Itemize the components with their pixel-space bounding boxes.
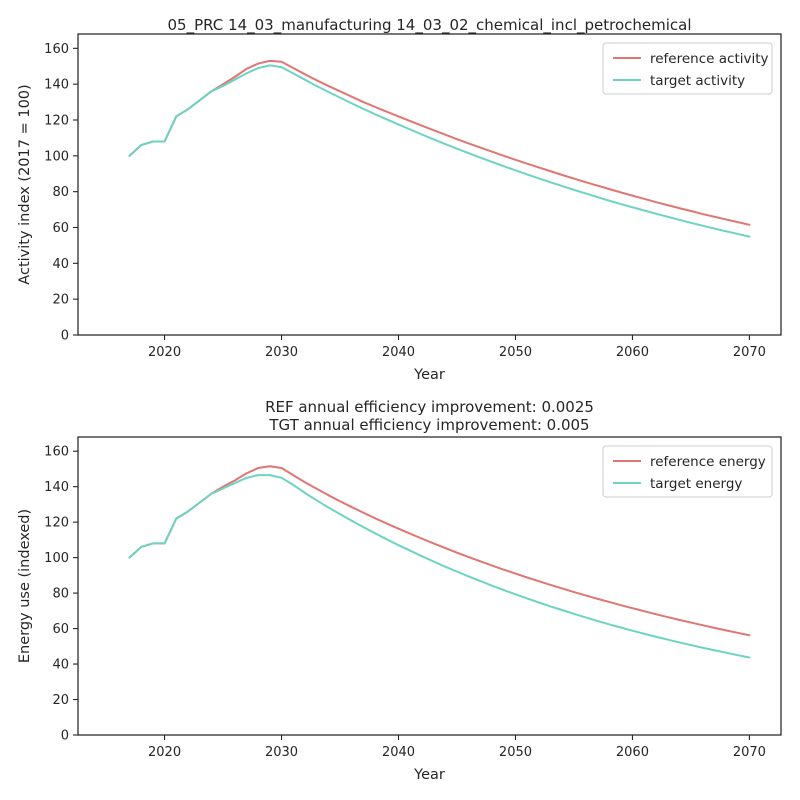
bottom-chart: REF annual efficiency improvement: 0.002… — [17, 398, 782, 783]
top-y-tick-label: 40 — [52, 257, 69, 272]
top-legend-box — [602, 42, 773, 95]
top-series-reference-activity — [128, 59, 751, 226]
bottom-y-tick-label: 140 — [44, 480, 69, 495]
bottom-y-tick-label: 0 — [61, 729, 69, 744]
top-y-axis-label: Activity index (2017 = 100) — [17, 84, 33, 284]
bottom-y-tick-label: 40 — [52, 658, 69, 673]
top-chart: 05_PRC 14_03_manufacturing 14_03_02_chem… — [17, 16, 782, 383]
bottom-x-axis-label: Year — [413, 767, 445, 783]
bottom-y-tick-label: 120 — [44, 516, 69, 531]
bottom-x-tick-label: 2020 — [148, 745, 181, 760]
bottom-series-target-energy — [128, 474, 751, 659]
top-y-tick-label: 80 — [52, 185, 69, 200]
top-chart-title: 05_PRC 14_03_manufacturing 14_03_02_chem… — [167, 16, 691, 35]
top-series-target-activity — [128, 64, 751, 238]
top-x-tick-label: 2040 — [382, 345, 415, 360]
top-y-tick-label: 0 — [61, 329, 69, 344]
bottom-x-tick-label: 2070 — [733, 745, 766, 760]
top-x-axis-label: Year — [413, 367, 445, 383]
bottom-chart-title: TGT annual efficiency improvement: 0.005 — [268, 416, 589, 434]
bottom-x-tick-label: 2050 — [499, 745, 532, 760]
bottom-x-tick-label: 2040 — [382, 745, 415, 760]
bottom-y-tick-label: 80 — [52, 587, 69, 602]
top-legend-label: reference activity — [650, 51, 769, 67]
bottom-y-tick-label: 100 — [44, 551, 69, 566]
top-x-tick-label: 2050 — [499, 345, 532, 360]
bottom-y-tick-label: 160 — [44, 445, 69, 460]
top-y-tick-label: 60 — [52, 221, 69, 236]
top-y-tick-label: 140 — [44, 78, 69, 93]
bottom-x-tick-label: 2060 — [616, 745, 649, 760]
top-y-tick-label: 120 — [44, 114, 69, 129]
bottom-x-tick-label: 2030 — [265, 745, 298, 760]
top-plot-frame — [77, 33, 782, 336]
top-y-tick-label: 100 — [44, 149, 69, 164]
bottom-plot-frame — [77, 436, 782, 736]
top-y-tick-label: 20 — [52, 293, 69, 308]
bottom-legend-box — [602, 445, 773, 498]
bottom-y-tick-label: 20 — [52, 693, 69, 708]
top-x-tick-label: 2060 — [616, 345, 649, 360]
bottom-chart-title: REF annual efficiency improvement: 0.002… — [265, 398, 594, 416]
top-x-tick-label: 2020 — [148, 345, 181, 360]
bottom-legend-label: target energy — [650, 476, 742, 492]
top-legend: reference activity target activity — [602, 42, 773, 95]
top-x-tick-label: 2070 — [733, 345, 766, 360]
bottom-series-reference-energy — [128, 465, 751, 637]
bottom-legend: reference energy target energy — [602, 445, 773, 498]
top-legend-label: target activity — [650, 73, 745, 89]
top-x-tick-label: 2030 — [265, 345, 298, 360]
bottom-y-tick-label: 60 — [52, 622, 69, 637]
top-y-tick-label: 160 — [44, 42, 69, 57]
bottom-legend-label: reference energy — [650, 454, 766, 470]
bottom-y-axis-label: Energy use (indexed) — [17, 509, 33, 663]
